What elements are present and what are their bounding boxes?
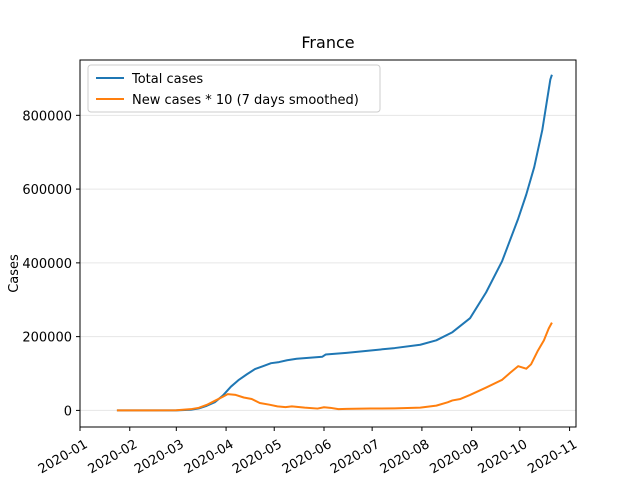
x-tick-label: 2020-08 <box>378 437 433 477</box>
y-axis-label: Cases <box>7 254 22 293</box>
x-tick-label: 2020-09 <box>428 437 483 477</box>
legend-entry: Total cases <box>131 72 203 87</box>
x-tick-label: 2020-04 <box>182 437 237 477</box>
x-tick-label: 2020-02 <box>86 437 141 477</box>
legend: Total cases New cases * 10 (7 days smooth… <box>87 64 381 113</box>
x-tick-label: 2020-05 <box>230 437 285 477</box>
legend-entry: New cases * 10 (7 days smoothed) <box>132 93 359 108</box>
x-tick-label: 2020-10 <box>476 437 531 477</box>
x-tick-label: 2020-01 <box>36 437 91 477</box>
grid-lines <box>80 114 576 411</box>
x-tick-label: 2020-06 <box>280 437 335 477</box>
x-tick-label: 2020-11 <box>525 437 580 477</box>
series-line-2 <box>116 322 553 412</box>
y-tick-label: 800000 <box>22 109 72 124</box>
series-lines <box>116 74 553 412</box>
x-axis: 2020-012020-022020-032020-042020-052020-… <box>36 427 580 477</box>
chart-title: France <box>301 33 354 52</box>
x-tick-label: 2020-03 <box>132 437 187 477</box>
series-line-1 <box>116 74 553 412</box>
y-tick-label: 400000 <box>22 257 72 272</box>
y-axis: 0 200000 400000 600000 800000 <box>22 109 80 419</box>
legend-box <box>87 64 381 113</box>
y-tick-label: 200000 <box>22 331 72 346</box>
x-tick-label: 2020-07 <box>328 437 383 477</box>
axes-frame <box>79 59 577 428</box>
y-tick-label: 0 <box>64 404 72 419</box>
y-tick-label: 600000 <box>22 183 72 198</box>
